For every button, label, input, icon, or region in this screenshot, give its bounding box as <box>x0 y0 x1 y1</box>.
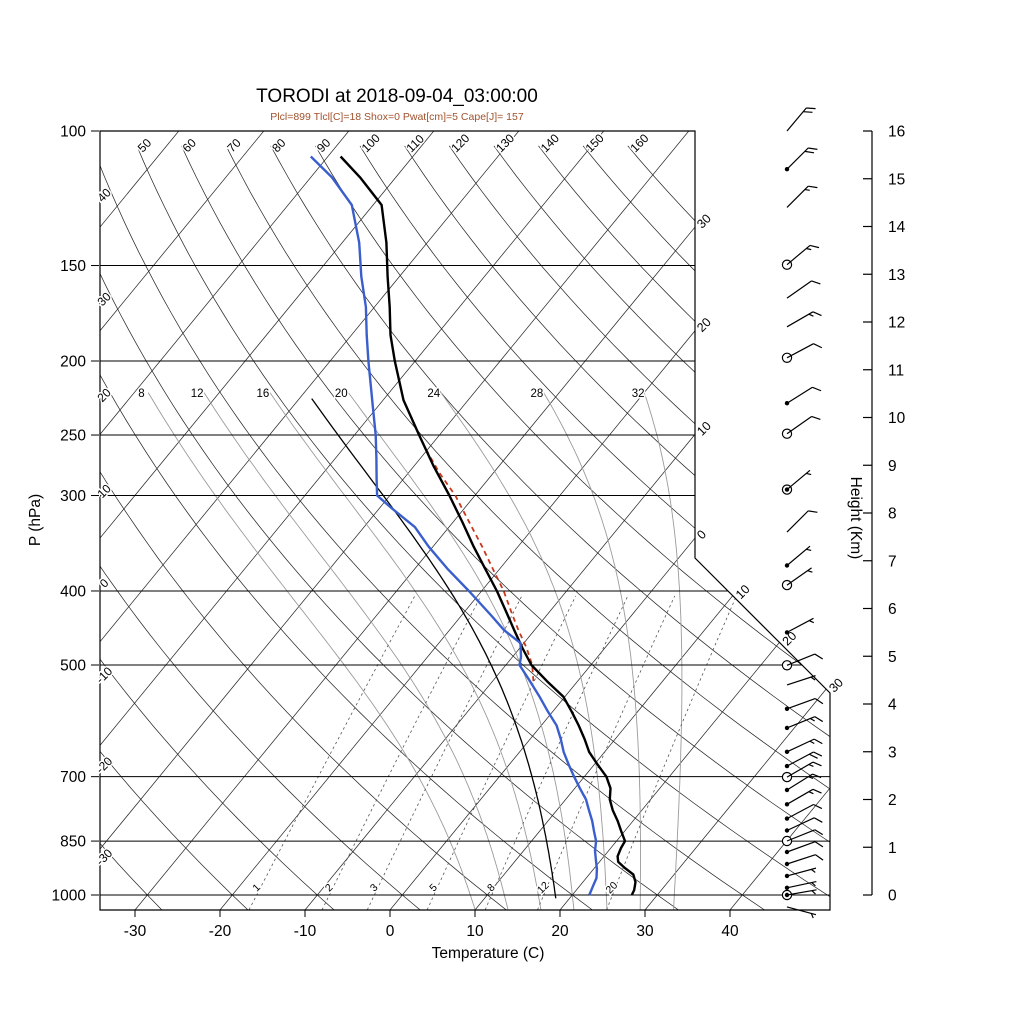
svg-text:700: 700 <box>60 769 86 786</box>
svg-text:-10: -10 <box>93 664 115 686</box>
svg-text:20: 20 <box>694 315 714 335</box>
svg-text:30: 30 <box>94 289 114 309</box>
svg-text:40: 40 <box>94 185 114 205</box>
svg-text:0: 0 <box>386 923 395 940</box>
svg-text:24: 24 <box>427 388 440 400</box>
svg-text:5: 5 <box>427 881 440 894</box>
svg-text:3: 3 <box>368 881 381 894</box>
svg-text:8: 8 <box>485 881 498 894</box>
svg-text:5: 5 <box>888 649 897 666</box>
svg-text:3: 3 <box>888 744 897 761</box>
svg-text:0: 0 <box>97 576 112 591</box>
svg-text:32: 32 <box>632 388 645 400</box>
svg-text:10: 10 <box>466 923 484 940</box>
svg-text:20: 20 <box>94 385 114 405</box>
svg-text:-20: -20 <box>93 754 115 776</box>
svg-text:40: 40 <box>721 923 739 940</box>
svg-text:8: 8 <box>138 388 144 400</box>
svg-text:250: 250 <box>60 428 86 445</box>
svg-text:-10: -10 <box>294 923 317 940</box>
svg-text:1: 1 <box>888 840 897 857</box>
svg-text:P (hPa): P (hPa) <box>27 494 44 546</box>
svg-text:70: 70 <box>224 136 244 156</box>
svg-text:Temperature (C): Temperature (C) <box>432 945 545 962</box>
svg-text:140: 140 <box>538 131 562 155</box>
svg-text:10: 10 <box>888 410 906 427</box>
svg-text:12: 12 <box>535 879 552 896</box>
svg-text:4: 4 <box>888 697 897 714</box>
svg-text:130: 130 <box>493 131 517 155</box>
svg-text:6: 6 <box>888 601 897 618</box>
svg-text:160: 160 <box>627 131 651 155</box>
svg-text:12: 12 <box>191 388 204 400</box>
svg-text:0: 0 <box>694 527 709 542</box>
svg-text:8: 8 <box>888 506 897 523</box>
svg-text:50: 50 <box>135 136 155 156</box>
svg-text:20: 20 <box>335 388 348 400</box>
svg-text:20: 20 <box>551 923 569 940</box>
svg-text:150: 150 <box>60 258 86 275</box>
svg-text:1000: 1000 <box>52 888 87 905</box>
svg-text:850: 850 <box>60 834 86 851</box>
svg-text:2: 2 <box>323 881 336 894</box>
svg-text:1: 1 <box>250 881 263 894</box>
svg-text:60: 60 <box>180 136 200 156</box>
svg-text:100: 100 <box>60 124 86 141</box>
svg-text:10: 10 <box>94 481 114 501</box>
svg-text:2: 2 <box>888 792 897 809</box>
svg-text:13: 13 <box>888 267 905 284</box>
svg-text:Height (Km): Height (Km) <box>847 477 864 560</box>
svg-text:7: 7 <box>888 553 897 570</box>
svg-text:10: 10 <box>694 419 714 439</box>
svg-text:14: 14 <box>888 219 906 236</box>
svg-text:300: 300 <box>60 488 86 505</box>
svg-text:120: 120 <box>448 131 472 155</box>
svg-text:0: 0 <box>888 888 897 905</box>
svg-text:400: 400 <box>60 583 86 600</box>
svg-text:28: 28 <box>530 388 543 400</box>
svg-text:110: 110 <box>404 131 428 155</box>
svg-text:16: 16 <box>888 124 905 141</box>
svg-text:200: 200 <box>60 353 86 370</box>
svg-text:-30: -30 <box>124 923 147 940</box>
svg-text:30: 30 <box>636 923 654 940</box>
svg-text:9: 9 <box>888 458 897 475</box>
svg-text:500: 500 <box>60 658 86 675</box>
svg-text:90: 90 <box>314 136 334 156</box>
svg-text:30: 30 <box>694 211 714 231</box>
svg-text:100: 100 <box>359 131 383 155</box>
svg-text:80: 80 <box>269 136 289 156</box>
svg-text:16: 16 <box>257 388 270 400</box>
svg-text:15: 15 <box>888 171 905 188</box>
svg-text:-20: -20 <box>209 923 232 940</box>
svg-text:11: 11 <box>888 362 904 379</box>
svg-text:12: 12 <box>888 315 905 332</box>
svg-text:150: 150 <box>583 131 607 155</box>
svg-text:-30: -30 <box>93 846 115 868</box>
